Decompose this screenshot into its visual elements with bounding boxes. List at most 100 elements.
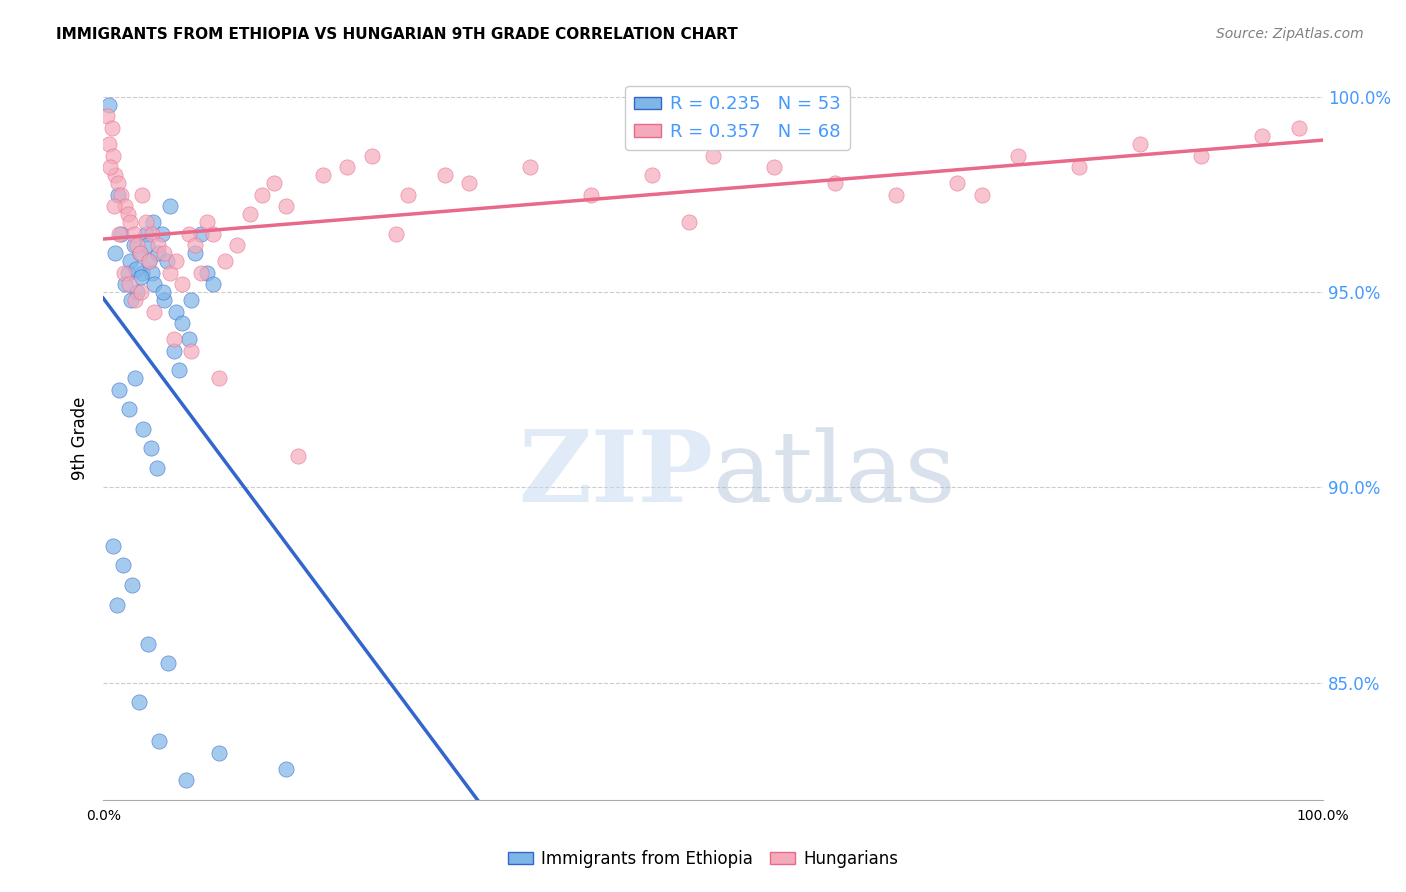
Point <box>970 187 993 202</box>
Point <box>1189 148 1212 162</box>
Y-axis label: 9th Grade: 9th Grade <box>72 397 89 480</box>
Text: IMMIGRANTS FROM ETHIOPIA VS HUNGARIAN 9TH GRADE CORRELATION CHART: IMMIGRANTS FROM ETHIOPIA VS HUNGARIAN 9T… <box>56 27 738 42</box>
Point <box>312 168 335 182</box>
Point <box>121 578 143 592</box>
Point <box>165 254 187 268</box>
Point <box>1288 121 1310 136</box>
Point <box>111 558 134 573</box>
Point <box>360 148 382 162</box>
Point <box>153 293 176 307</box>
Text: atlas: atlas <box>713 426 956 523</box>
Legend: Immigrants from Ethiopia, Hungarians: Immigrants from Ethiopia, Hungarians <box>501 844 905 875</box>
Point <box>641 168 664 182</box>
Point <box>108 227 131 241</box>
Point <box>190 266 212 280</box>
Point <box>180 293 202 307</box>
Point <box>117 266 139 280</box>
Point <box>183 238 205 252</box>
Point <box>136 238 159 252</box>
Point <box>112 266 135 280</box>
Point <box>96 110 118 124</box>
Point <box>287 449 309 463</box>
Point <box>100 160 122 174</box>
Point <box>167 363 190 377</box>
Point <box>226 238 249 252</box>
Point <box>150 227 173 241</box>
Point <box>146 461 169 475</box>
Point <box>117 207 139 221</box>
Point <box>118 215 141 229</box>
Point <box>336 160 359 174</box>
Point <box>125 261 148 276</box>
Point <box>127 285 149 300</box>
Point <box>132 422 155 436</box>
Point <box>135 215 157 229</box>
Point <box>153 246 176 260</box>
Point <box>152 285 174 300</box>
Point <box>190 227 212 241</box>
Point <box>172 277 194 292</box>
Point <box>128 246 150 260</box>
Point <box>276 762 298 776</box>
Point <box>141 227 163 241</box>
Point <box>183 246 205 260</box>
Point <box>579 187 602 202</box>
Point <box>433 168 456 182</box>
Point <box>124 293 146 307</box>
Point <box>118 402 141 417</box>
Point <box>180 343 202 358</box>
Point <box>118 254 141 268</box>
Point <box>208 371 231 385</box>
Point <box>1251 128 1274 143</box>
Point <box>135 227 157 241</box>
Point <box>156 656 179 670</box>
Point <box>131 266 153 280</box>
Point <box>163 343 186 358</box>
Point <box>108 383 131 397</box>
Point <box>159 199 181 213</box>
Point <box>118 277 141 292</box>
Point <box>946 176 969 190</box>
Point <box>110 227 132 241</box>
Point <box>214 254 236 268</box>
Point <box>103 199 125 213</box>
Legend: R = 0.235   N = 53, R = 0.357   N = 68: R = 0.235 N = 53, R = 0.357 N = 68 <box>626 87 851 150</box>
Point <box>141 266 163 280</box>
Point <box>396 187 419 202</box>
Point <box>195 266 218 280</box>
Point <box>114 199 136 213</box>
Point <box>238 207 260 221</box>
Point <box>107 176 129 190</box>
Point <box>105 598 128 612</box>
Text: ZIP: ZIP <box>519 426 713 524</box>
Point <box>122 227 145 241</box>
Point <box>128 695 150 709</box>
Point <box>122 238 145 252</box>
Point <box>276 199 298 213</box>
Point <box>159 266 181 280</box>
Point <box>884 187 907 202</box>
Point <box>143 304 166 318</box>
Point <box>678 215 700 229</box>
Point <box>519 160 541 174</box>
Point <box>148 734 170 748</box>
Point <box>174 773 197 788</box>
Point <box>110 187 132 202</box>
Point <box>129 285 152 300</box>
Point <box>120 293 142 307</box>
Point <box>385 227 408 241</box>
Point <box>124 371 146 385</box>
Point <box>165 304 187 318</box>
Point <box>458 176 481 190</box>
Point <box>107 187 129 202</box>
Point <box>201 227 224 241</box>
Point <box>177 332 200 346</box>
Point <box>136 637 159 651</box>
Point <box>104 168 127 182</box>
Point <box>128 246 150 260</box>
Point <box>1069 160 1091 174</box>
Point <box>143 277 166 292</box>
Point <box>177 227 200 241</box>
Point <box>263 176 285 190</box>
Point <box>98 97 121 112</box>
